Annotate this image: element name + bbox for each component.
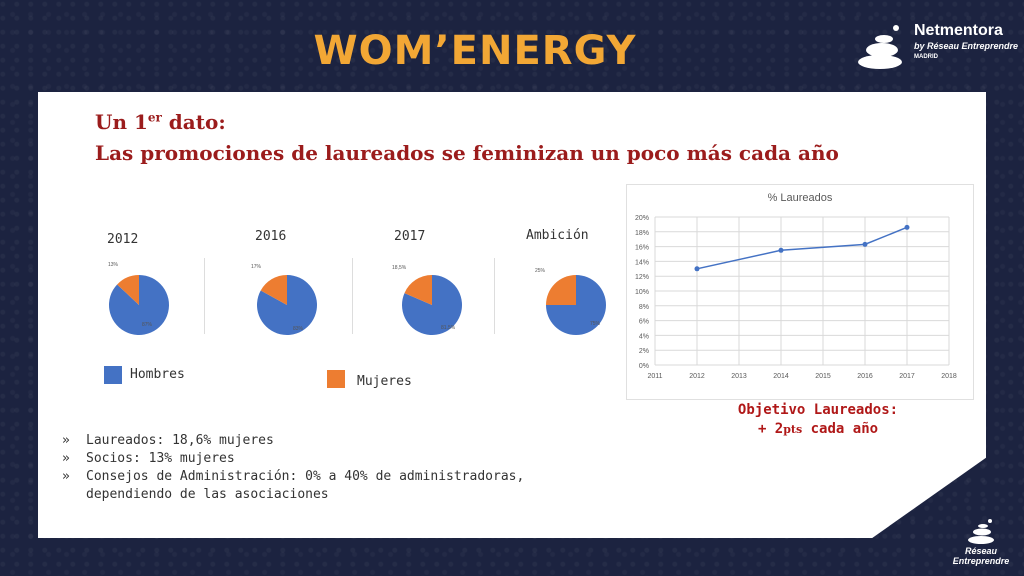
pie-slice-mujeres bbox=[404, 275, 432, 305]
y-tick-label: 10% bbox=[635, 289, 649, 296]
reseau-logo-line-2: Entreprendre bbox=[952, 556, 1010, 566]
x-tick-label: 2018 bbox=[941, 373, 957, 380]
series-line bbox=[696, 226, 908, 270]
pie-divider bbox=[352, 258, 353, 334]
pie-mujeres-label: 17% bbox=[251, 264, 262, 270]
chart-title: % Laureados bbox=[768, 192, 833, 204]
pie-chart-ambicion bbox=[546, 275, 606, 335]
list-item: » Socios: 13% mujeres bbox=[62, 451, 235, 466]
y-tick-label: 14% bbox=[635, 259, 649, 266]
list-item: » Laureados: 18,6% mujeres bbox=[62, 433, 274, 448]
pie-hombres-label: 75% bbox=[590, 321, 601, 327]
data-point bbox=[694, 266, 700, 272]
x-tick-label: 2012 bbox=[689, 373, 705, 380]
line-chart: % Laureados 0% 2% 4% 6% 8% 10% 12% 14% 16% 18% 20% 2… bbox=[635, 192, 957, 380]
pie-divider bbox=[204, 258, 205, 334]
pie-mujeres-label: 25% bbox=[535, 268, 546, 274]
x-tick-label: 2013 bbox=[731, 373, 747, 380]
list-item: » Consejos de Administración: 0% a 40% de… bbox=[62, 469, 525, 502]
heading-line-1: Un 1er dato: bbox=[95, 110, 226, 134]
pie-label-ambicion: Ambición bbox=[526, 228, 589, 243]
reseau-logo-icon bbox=[968, 519, 994, 544]
pie-slice-mujeres bbox=[117, 275, 139, 305]
y-tick-label: 8% bbox=[639, 304, 649, 311]
netmentora-logo-icon bbox=[858, 25, 902, 69]
pie-slice-mujeres bbox=[546, 275, 576, 305]
heading-line-2: Las promociones de laureados se feminiza… bbox=[95, 141, 839, 165]
pie-label-2012: 2012 bbox=[107, 232, 139, 247]
page-title: WOM’ENERGY bbox=[313, 28, 637, 74]
data-point bbox=[778, 247, 784, 253]
pie-label-2016: 2016 bbox=[255, 229, 287, 244]
y-tick-label: 4% bbox=[639, 333, 649, 340]
pie-mujeres-label: 13% bbox=[108, 262, 119, 268]
objective-line-2: + 2pts cada año bbox=[757, 421, 879, 437]
x-tick-label: 2016 bbox=[857, 373, 873, 380]
legend-label-hombres: Hombres bbox=[130, 367, 185, 382]
y-tick-label: 16% bbox=[635, 245, 649, 252]
y-tick-label: 18% bbox=[635, 230, 649, 237]
netmentora-logo: Netmentora by Réseau Entreprendre MADRID bbox=[852, 20, 1022, 72]
x-tick-label: 2011 bbox=[647, 373, 662, 380]
pie-divider bbox=[494, 258, 495, 334]
data-point bbox=[862, 241, 868, 247]
pie-hombres-label: 87% bbox=[142, 322, 153, 328]
y-tick-label: 2% bbox=[639, 348, 649, 355]
objective-line-1: Objetivo Laureados: bbox=[737, 402, 899, 418]
pie-label-2017: 2017 bbox=[394, 229, 426, 244]
logo-brand: Netmentora bbox=[914, 22, 1003, 39]
y-tick-label: 6% bbox=[639, 319, 649, 326]
pie-chart-2016 bbox=[257, 275, 317, 335]
logo-subtitle: by Réseau Entreprendre bbox=[914, 41, 1019, 51]
legend-label-mujeres: Mujeres bbox=[357, 374, 412, 389]
y-tick-label: 0% bbox=[639, 363, 649, 370]
pie-hombres-label: 81,5% bbox=[441, 325, 456, 331]
x-tick-label: 2015 bbox=[815, 373, 831, 380]
pie-mujeres-label: 18,5% bbox=[392, 265, 407, 271]
x-tick-label: 2017 bbox=[899, 373, 915, 380]
x-tick-label: 2014 bbox=[773, 373, 789, 380]
pie-chart-2017 bbox=[402, 275, 462, 335]
logo-city: MADRID bbox=[914, 54, 938, 60]
pie-slice-mujeres bbox=[260, 275, 287, 305]
legend-swatch-mujeres bbox=[327, 370, 345, 388]
y-tick-label: 12% bbox=[635, 274, 649, 281]
pie-hombres-label: 83% bbox=[293, 326, 304, 332]
line-chart-panel: % Laureados 0% 2% 4% 6% 8% 10% 12% 14% 16% 18% 20% 2… bbox=[626, 184, 974, 400]
y-tick-label: 20% bbox=[635, 215, 649, 222]
reseau-entreprendre-logo: Réseau Entreprendre bbox=[946, 518, 1016, 568]
data-point bbox=[904, 224, 910, 230]
bullet-list: » Laureados: 18,6% mujeres » Socios: 13% m… bbox=[62, 432, 546, 504]
reseau-logo-line-1: Réseau bbox=[964, 546, 998, 556]
pie-chart-2012 bbox=[109, 275, 169, 335]
legend-swatch-hombres bbox=[104, 366, 122, 384]
